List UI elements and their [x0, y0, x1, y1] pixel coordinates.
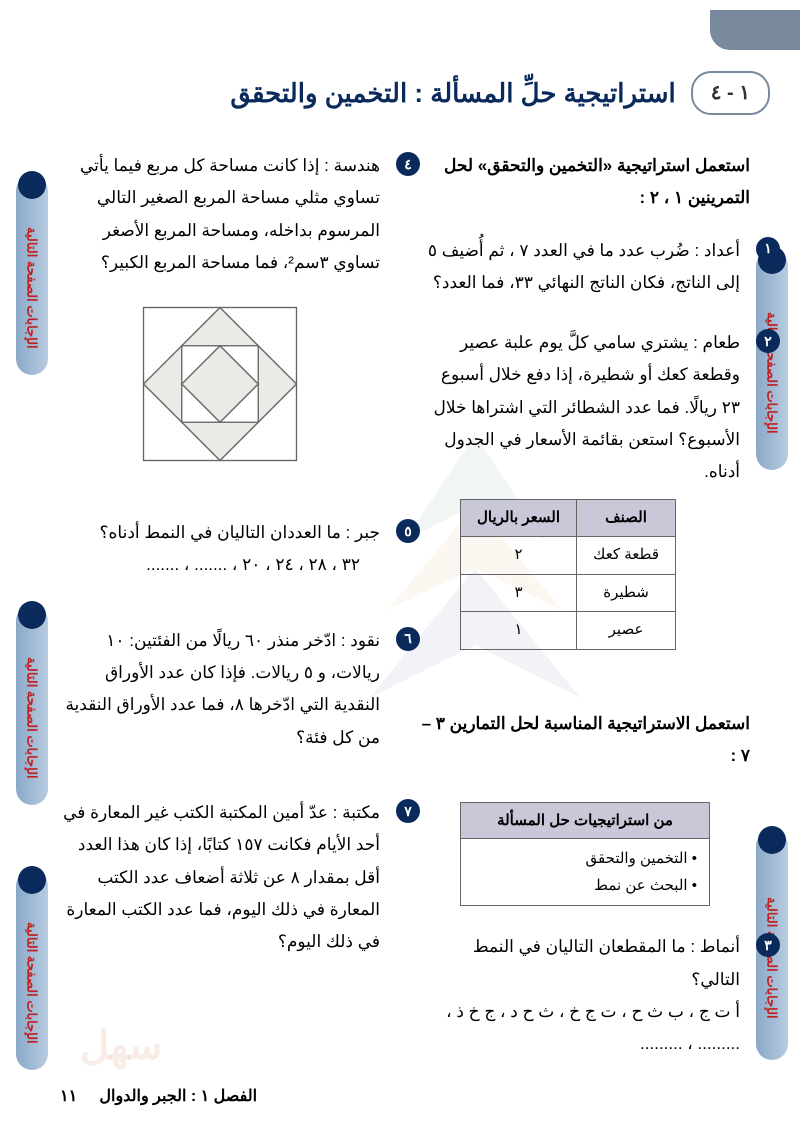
problem-5-text: جبر : ما العددان التاليان في النمط أدناه…: [99, 523, 380, 542]
lesson-title: استراتيجية حلِّ المسألة : التخمين والتحق…: [230, 70, 675, 117]
problem-6-text: نقود : ادّخر منذر ٦٠ ريالًا من الفئتين: …: [65, 631, 380, 747]
strategies-body: • التخمين والتحقق • البحث عن نمط: [460, 839, 710, 906]
problem-4: ٤ هندسة : إذا كانت مساحة كل مربع فيما يأ…: [60, 150, 390, 489]
lesson-number: ١ - ٤: [691, 71, 770, 115]
page-footer: الفصل ١ : الجبر والدوال ١١: [60, 1083, 257, 1112]
table-cell: ٢: [461, 537, 577, 575]
problem-4-text: هندسة : إذا كانت مساحة كل مربع فيما يأتي…: [80, 156, 380, 272]
table-header-price: السعر بالريال: [461, 499, 577, 537]
right-column: استعمل استراتيجية «التخمين والتحقق» لحل …: [420, 150, 750, 1088]
watermark-text: سهل: [80, 1010, 162, 1082]
problem-5-sequence: ٣٢ ، ٢٨ ، ٢٤ ، ٢٠ ، ....... ، .......: [146, 555, 380, 574]
table-cell: ٣: [461, 574, 577, 612]
problem-3-text: أنماط : ما المقطعان التاليان في النمط ال…: [473, 937, 740, 988]
problem-7-text: مكتبة : عدّ أمين المكتبة الكتب غير المعا…: [63, 803, 380, 951]
problem-2-text: طعام : يشتري سامي كلَّ يوم علبة عصير وقط…: [434, 333, 741, 481]
strategies-header: من استراتيجيات حل المسألة: [460, 802, 710, 839]
top-corner-bar: [710, 10, 800, 50]
nested-squares-figure: [130, 294, 310, 474]
strategy-item: • التخمين والتحقق: [473, 845, 697, 872]
table-cell: ١: [461, 612, 577, 650]
lesson-header: ١ - ٤ استراتيجية حلِّ المسألة : التخمين …: [0, 70, 800, 117]
table-header-item: الصنف: [577, 499, 676, 537]
problem-6: ٦ نقود : ادّخر منذر ٦٠ ريالًا من الفئتين…: [60, 625, 390, 754]
problem-3-sequence: أ ت ج ، ب ث ح ، ت ج خ ، ث ح د ، ج خ ذ ، …: [446, 1002, 740, 1053]
footer-page-number: ١١: [60, 1088, 77, 1105]
problem-7: ٧ مكتبة : عدّ أمين المكتبة الكتب غير الم…: [60, 797, 390, 958]
strategies-box: من استراتيجيات حل المسألة • التخمين والت…: [460, 802, 710, 906]
problem-number-7: ٧: [396, 799, 420, 823]
table-cell: شطيرة: [577, 574, 676, 612]
table-row: شطيرة ٣: [461, 574, 676, 612]
instruction-1: استعمل استراتيجية «التخمين والتحقق» لحل …: [420, 150, 750, 215]
left-column: ٤ هندسة : إذا كانت مساحة كل مربع فيما يأ…: [60, 150, 390, 1088]
problem-number-6: ٦: [396, 627, 420, 651]
problem-number-3: ٣: [756, 933, 780, 957]
problem-3: ٣ أنماط : ما المقطعان التاليان في النمط …: [420, 931, 750, 1060]
table-cell: عصير: [577, 612, 676, 650]
problem-1-text: أعداد : ضُرب عدد ما في العدد ٧ ، ثم أُضي…: [428, 241, 740, 292]
table-cell: قطعة كعك: [577, 537, 676, 575]
price-table: الصنف السعر بالريال قطعة كعك ٢ شطيرة ٣ ع…: [460, 499, 676, 650]
problem-number-1: ١: [756, 237, 780, 261]
strategy-item: • البحث عن نمط: [473, 872, 697, 899]
problem-number-4: ٤: [396, 152, 420, 176]
problem-1: ١ أعداد : ضُرب عدد ما في العدد ٧ ، ثم أُ…: [420, 235, 750, 300]
problem-2: ٢ طعام : يشتري سامي كلَّ يوم علبة عصير و…: [420, 327, 750, 659]
table-row: عصير ١: [461, 612, 676, 650]
footer-chapter: الفصل ١ : الجبر والدوال: [99, 1088, 257, 1105]
content-area: استعمل استراتيجية «التخمين والتحقق» لحل …: [0, 150, 800, 1088]
table-row: قطعة كعك ٢: [461, 537, 676, 575]
problem-5: ٥ جبر : ما العددان التاليان في النمط أدن…: [60, 517, 390, 582]
problem-number-2: ٢: [756, 329, 780, 353]
instruction-2: استعمل الاستراتيجية المناسبة لحل التماري…: [420, 708, 750, 773]
problem-number-5: ٥: [396, 519, 420, 543]
